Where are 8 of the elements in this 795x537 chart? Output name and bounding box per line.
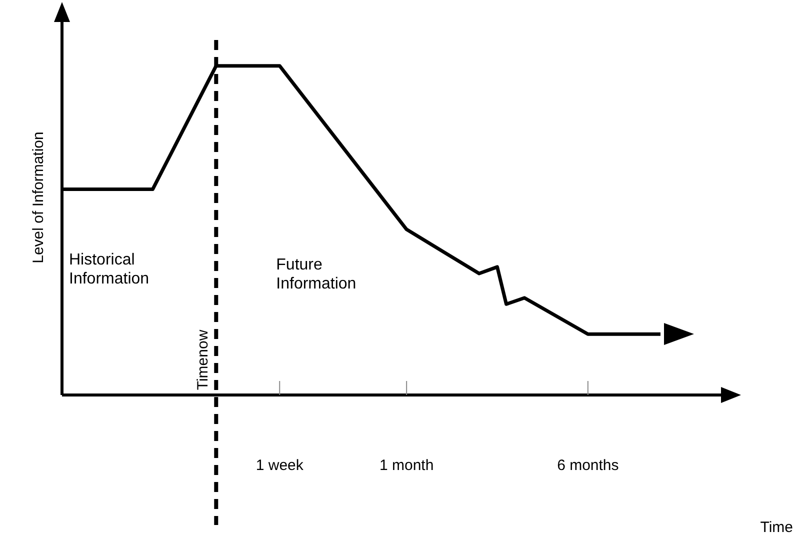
x-tick-label: 6 months: [557, 457, 619, 474]
annotation: Timenow: [194, 330, 212, 390]
y-axis-title: Level of Information: [30, 132, 48, 264]
annotation: Future Information: [276, 256, 356, 292]
x-axis-title: Time: [760, 519, 793, 536]
x-tick-label: 1 week: [256, 457, 304, 474]
x-tick-label: 1 month: [379, 457, 434, 474]
annotation: Historical Information: [69, 251, 150, 288]
